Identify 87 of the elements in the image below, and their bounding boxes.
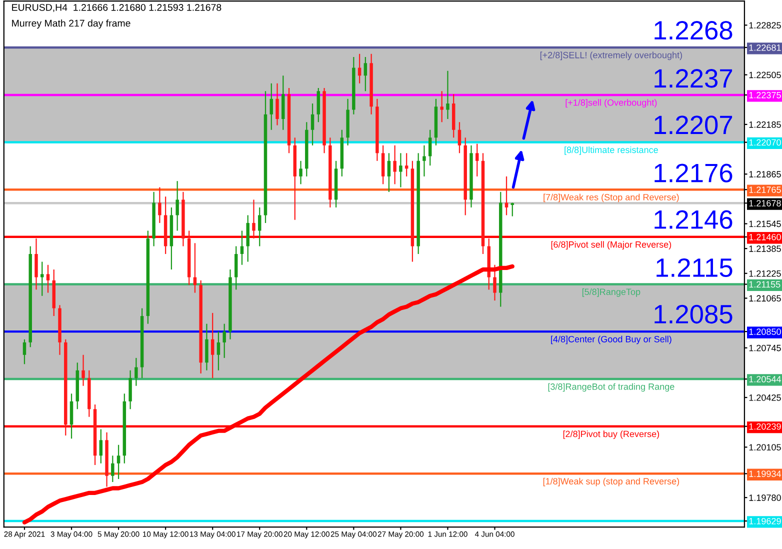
candlestick (358, 53, 362, 84)
ref-line-label: [6/8]Pivot sell (Major Reverse) (551, 241, 672, 250)
candlestick (216, 331, 220, 371)
ref-line-label: [+2/8]SELL! (extremely overbought) (540, 52, 682, 60)
annotation: 1.2176 (654, 164, 732, 182)
y-tick-label: 1.21065 (749, 295, 781, 302)
candlestick (40, 261, 44, 296)
candlestick (158, 186, 162, 224)
candlestick (246, 214, 250, 262)
y-tick-label: 1.20425 (749, 394, 781, 401)
y-tick-label: 1.21225 (749, 270, 781, 277)
candlestick (310, 102, 314, 146)
y-tick-label: 1.21865 (749, 171, 781, 178)
y-tick-label: 1.21385 (749, 246, 781, 252)
candlestick (205, 323, 208, 371)
candlestick (299, 160, 302, 185)
y-tick-label: 1.22505 (749, 72, 781, 78)
annotation: 1.2268 (654, 20, 732, 40)
candlestick (270, 82, 273, 130)
y-tick-label: 1.19934 (749, 470, 781, 478)
y-tick-label: 1.19780 (749, 494, 781, 501)
y-tick-label: 1.20745 (749, 344, 781, 352)
candlestick (22, 338, 26, 365)
candlestick (440, 90, 444, 123)
annotation: 1.2237 (654, 69, 732, 88)
ref-line-label: [8/8]Ultimate resistance (564, 146, 658, 155)
candlestick (276, 82, 279, 126)
candlestick (404, 152, 408, 177)
candlestick (70, 393, 74, 440)
y-tick-label: 1.22825 (749, 22, 781, 29)
y-tick-label: 1.21460 (749, 234, 781, 240)
candlestick (393, 144, 396, 185)
y-tick-label: 1.21765 (749, 186, 781, 193)
candlestick (364, 56, 368, 92)
candlestick (99, 428, 103, 464)
y-tick-label: 1.20544 (749, 376, 781, 382)
candlestick (381, 144, 385, 185)
candlestick (316, 87, 320, 123)
candlestick (82, 354, 85, 386)
chart-title: EURUSD,H4 1.21666 1.21680 1.21593 1.21678 (12, 4, 222, 12)
candlestick (222, 323, 226, 358)
y-tick-label: 1.22375 (749, 92, 781, 98)
y-tick-label: 1.22681 (749, 44, 781, 51)
y-tick-label: 1.21678 (749, 200, 781, 206)
text: Murrey Math 217 day frame (12, 20, 130, 29)
candlestick (458, 122, 462, 154)
ref-line-label: [5/8]RangeTop (582, 288, 640, 297)
ref-line-label: [7/8]Weak res (Stop and Reverse) (544, 194, 679, 202)
candlestick (510, 202, 514, 217)
ref-line-label: [1/8]Weak sup (stop and Reverse) (543, 478, 680, 486)
candlestick (387, 152, 391, 192)
candlestick (116, 444, 120, 480)
candlestick (176, 180, 179, 232)
candlestick (193, 242, 197, 294)
annotation: 1.2085 (654, 304, 732, 324)
candlestick (252, 199, 256, 240)
y-tick-label: 1.20239 (749, 423, 781, 430)
candlestick (210, 312, 214, 379)
candlestick (428, 129, 432, 166)
ref-line-label: [3/8]RangeBot of trading Range (548, 383, 674, 392)
y-tick-label: 1.19629 (749, 518, 781, 524)
candlestick (34, 238, 38, 290)
y-tick-label: 1.21545 (749, 220, 781, 228)
y-tick-label: 1.20850 (749, 328, 781, 335)
candlestick (422, 144, 426, 177)
candlestick (504, 176, 508, 216)
y-tick-label: 1.20105 (749, 444, 781, 450)
candlestick (240, 230, 244, 266)
candlestick (134, 357, 138, 386)
y-tick-label: 1.22185 (749, 121, 781, 128)
annotation: 1.2146 (654, 210, 732, 229)
annotation: 1.2115 (656, 258, 732, 278)
candlestick (46, 264, 50, 294)
candlestick (128, 370, 132, 410)
y-tick-label: 1.21155 (749, 281, 780, 288)
candlestick (258, 206, 262, 247)
annotation: 1.2207 (654, 116, 732, 134)
candlestick (234, 246, 238, 290)
ref-line-label: [2/8]Pivot buy (Reverse) (563, 430, 660, 439)
candlestick (493, 264, 496, 302)
candlestick (111, 455, 114, 483)
ref-line-label: [+1/8]sell (Overbought) (566, 99, 657, 108)
candlestick (399, 152, 402, 188)
candlestick (476, 143, 479, 177)
ref-line-label: [4/8]Center (Good Buy or Sell) (551, 336, 672, 344)
y-tick-label: 1.22070 (749, 139, 781, 146)
candlestick (446, 70, 450, 120)
